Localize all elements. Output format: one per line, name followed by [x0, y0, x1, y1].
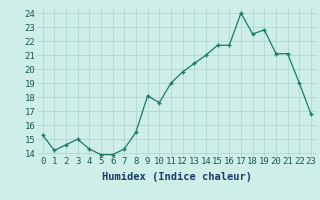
X-axis label: Humidex (Indice chaleur): Humidex (Indice chaleur) [102, 172, 252, 182]
